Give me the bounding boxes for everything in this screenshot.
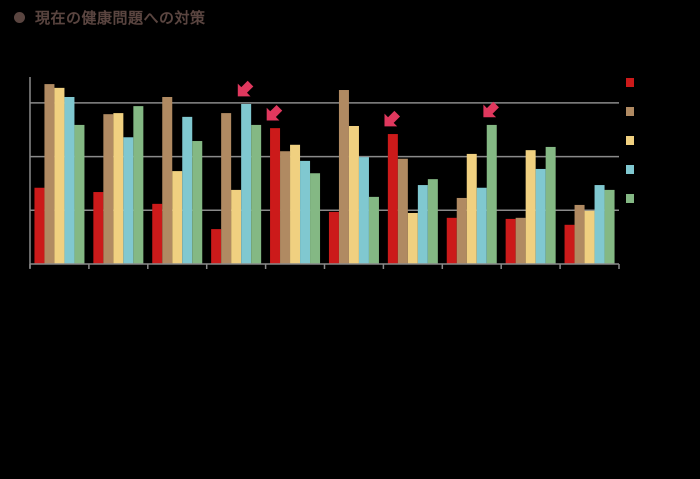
- bar: [123, 137, 134, 264]
- legend-swatch-1: [626, 78, 634, 87]
- bar: [368, 196, 379, 264]
- bar: [574, 204, 585, 264]
- bar: [486, 124, 497, 265]
- bar: [387, 134, 398, 264]
- bar: [192, 141, 203, 264]
- chart-title-text: 現在の健康問題への対策: [35, 8, 206, 27]
- bar: [34, 187, 45, 264]
- bar: [594, 185, 605, 264]
- bar: [182, 116, 193, 264]
- bar: [162, 96, 173, 264]
- bar: [358, 157, 369, 264]
- bar: [535, 168, 546, 264]
- bar: [103, 114, 114, 264]
- bar: [93, 192, 104, 264]
- pointer-arrow-icon: [483, 101, 499, 118]
- pointer-arrow-icon: [266, 104, 283, 121]
- legend-swatch-4: [626, 165, 634, 174]
- bar: [211, 229, 222, 264]
- bar: [231, 189, 242, 264]
- arrow-shape: [237, 80, 254, 97]
- bar: [476, 187, 487, 264]
- chart-title: 現在の健康問題への対策: [14, 6, 206, 28]
- bar: [348, 125, 359, 264]
- arrow-shape: [384, 110, 401, 127]
- bar: [221, 113, 232, 264]
- bar: [44, 84, 55, 264]
- arrow-shape: [483, 101, 499, 118]
- bar: [446, 217, 457, 264]
- bar: [328, 211, 339, 264]
- bar: [564, 224, 575, 264]
- bar: [113, 113, 124, 264]
- bar: [525, 150, 536, 264]
- bar: [152, 203, 163, 264]
- legend-swatch-3: [626, 136, 634, 145]
- legend-swatch-2: [626, 107, 634, 116]
- bar: [338, 90, 349, 265]
- bar: [64, 96, 75, 264]
- bar: [427, 179, 438, 264]
- bar: [241, 103, 252, 264]
- bar: [456, 197, 467, 264]
- title-bullet-icon: [14, 11, 25, 23]
- bar: [290, 144, 301, 264]
- bar: [545, 146, 556, 264]
- bar: [584, 210, 595, 264]
- bar: [300, 160, 311, 264]
- bar: [515, 217, 526, 264]
- pointer-arrow-icon: [237, 80, 254, 97]
- bar: [407, 212, 418, 264]
- bar: [466, 153, 477, 264]
- arrow-shape: [266, 104, 283, 121]
- pointer-arrow-icon: [384, 110, 401, 127]
- bar: [505, 218, 516, 264]
- bar: [417, 185, 428, 264]
- bar: [397, 158, 408, 264]
- bar: [270, 128, 281, 264]
- bar: [604, 189, 615, 264]
- bar: [251, 124, 262, 265]
- legend-swatch-5: [626, 194, 634, 203]
- bar: [74, 124, 85, 265]
- bar: [133, 106, 144, 264]
- bar: [310, 173, 321, 264]
- bar: [54, 87, 65, 264]
- bar: [172, 171, 183, 264]
- bar: [280, 151, 291, 264]
